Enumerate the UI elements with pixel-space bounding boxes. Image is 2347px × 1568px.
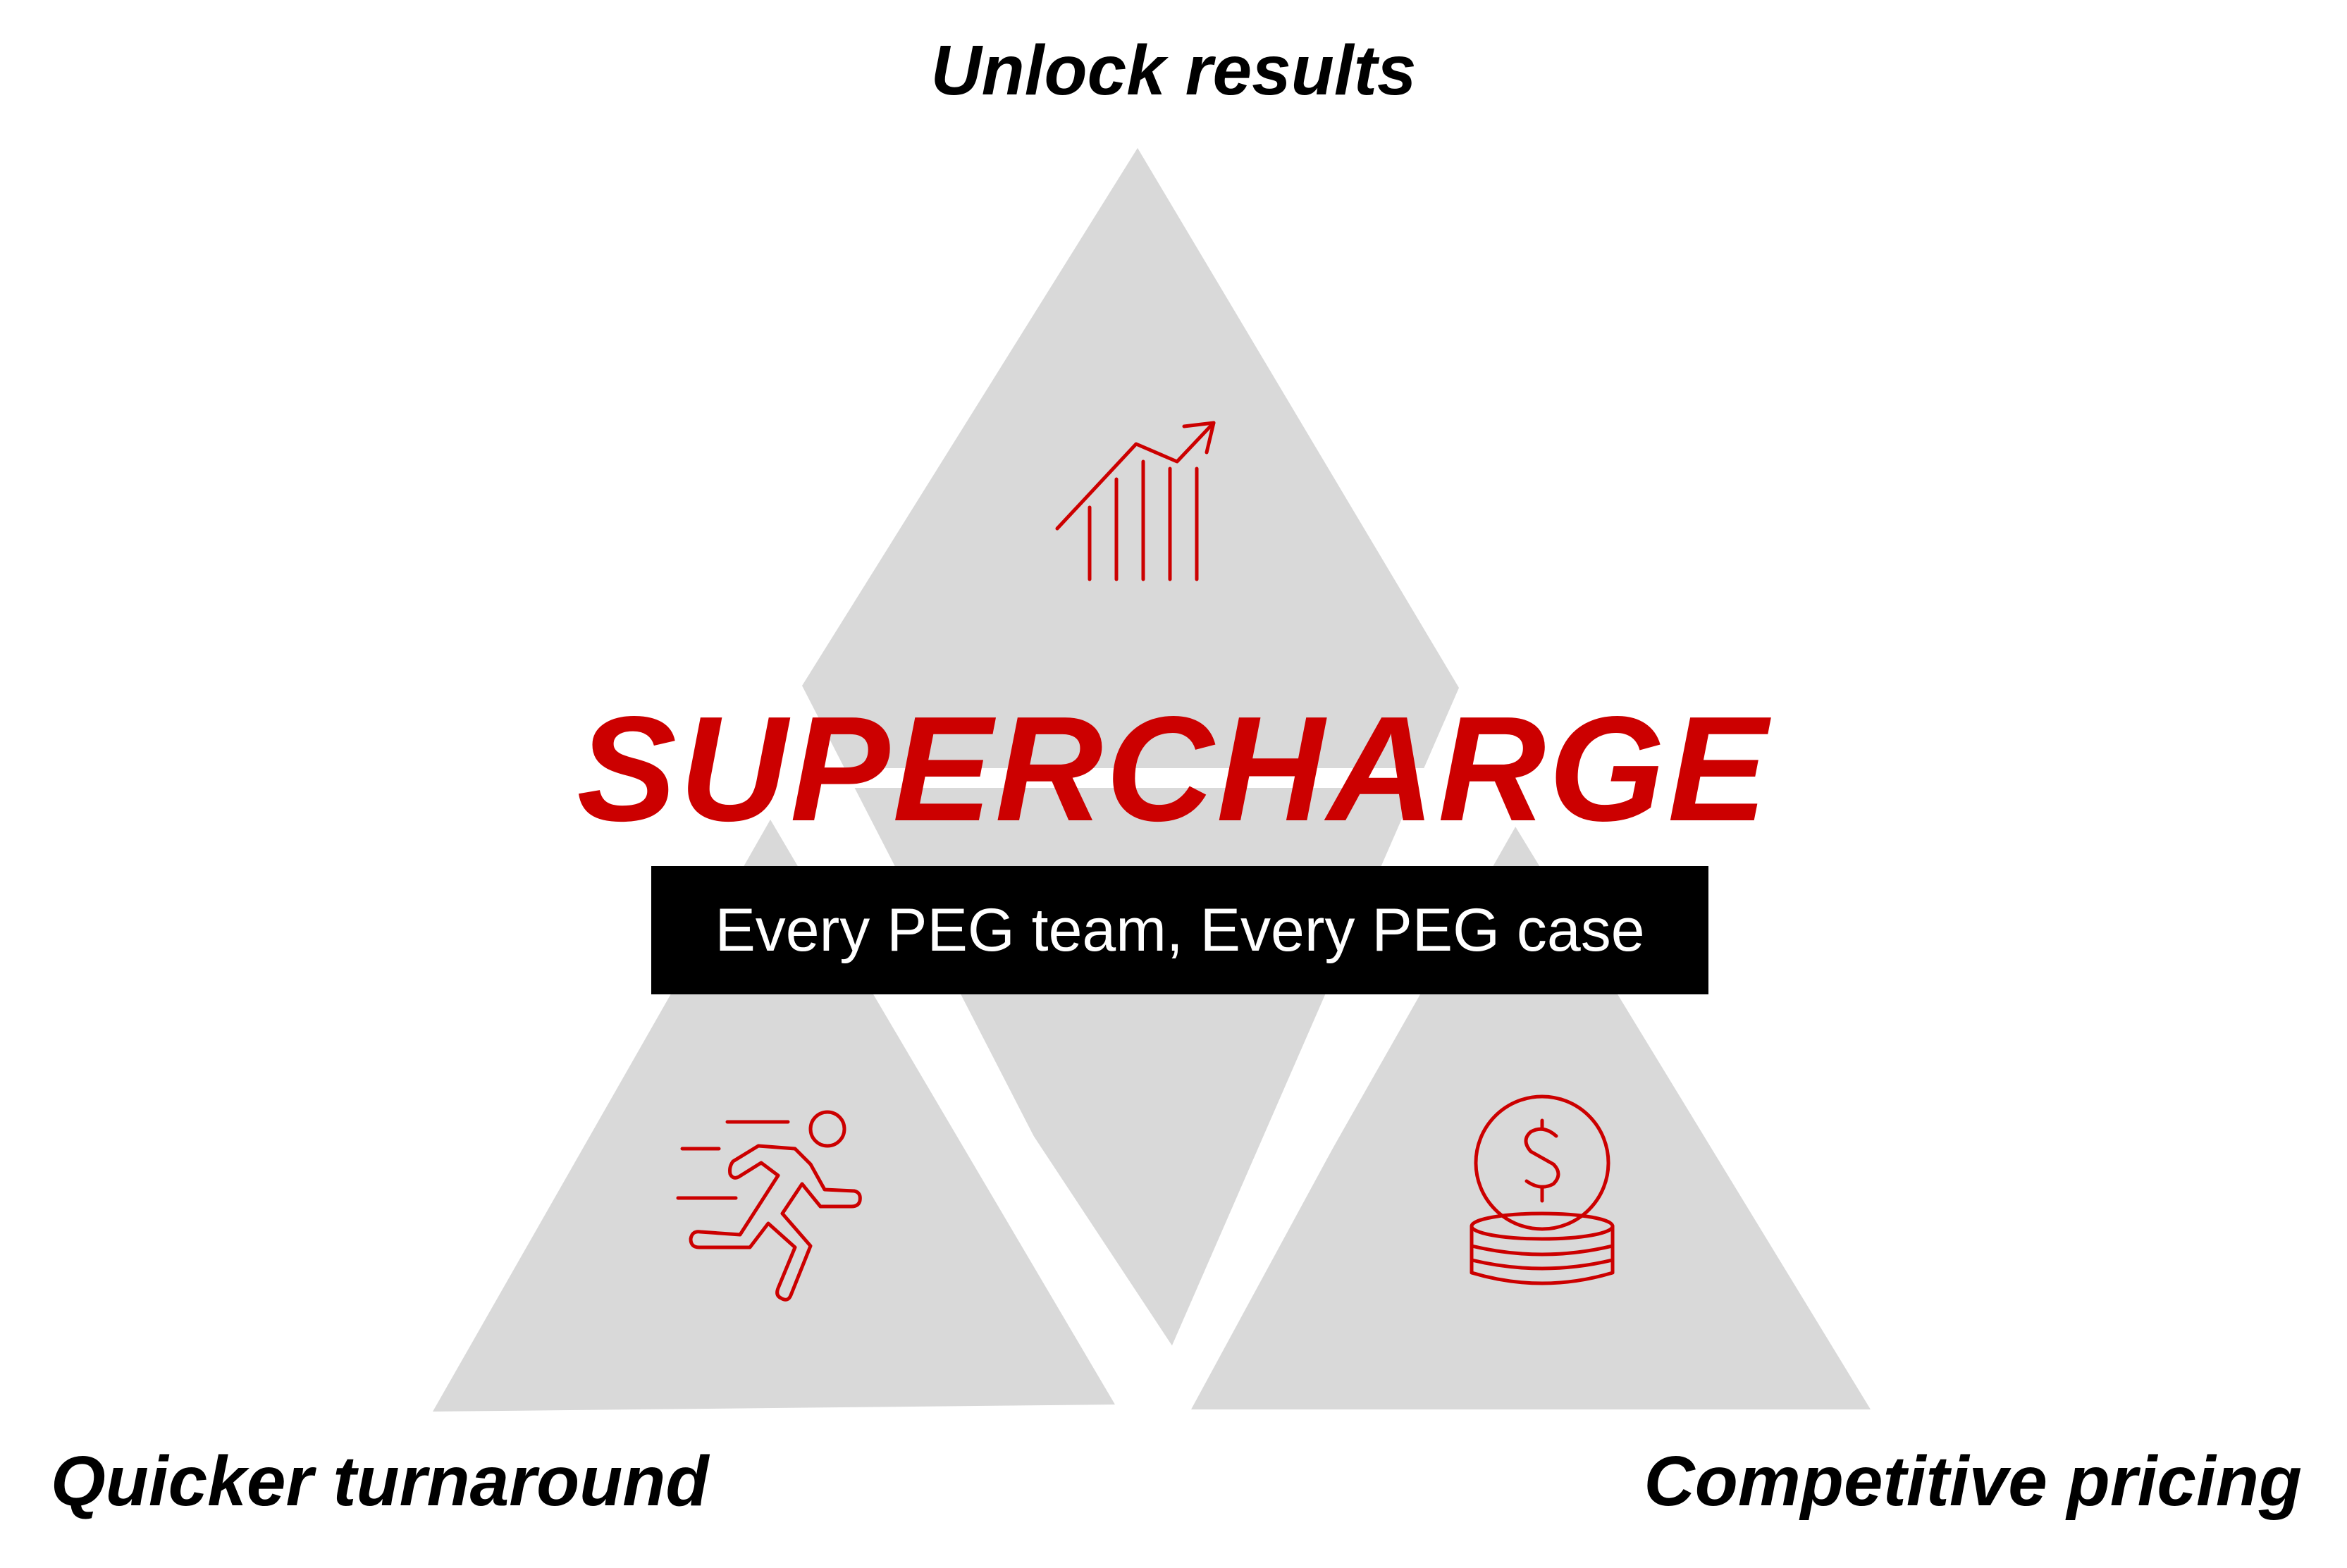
dollar-coins-icon [1470,1094,1615,1285]
subtitle-text: Every PEG team, Every PEG case [715,896,1645,964]
headline: SUPERCHARGE [577,685,1770,852]
running-person-icon [676,1110,862,1302]
triangle-right [1191,820,1871,1409]
subtitle-banner: Every PEG team, Every PEG case [651,866,1708,994]
label-competitive-pricing: Competitive pricing [1644,1442,2302,1521]
triangle-top [802,148,1459,1378]
separator-band [802,768,1476,788]
label-quicker-turnaround: Quicker turnaround [51,1442,709,1521]
triangle-left [433,820,1115,1412]
label-unlock-results: Unlock results [930,31,1417,110]
growth-chart-icon [1055,421,1216,581]
